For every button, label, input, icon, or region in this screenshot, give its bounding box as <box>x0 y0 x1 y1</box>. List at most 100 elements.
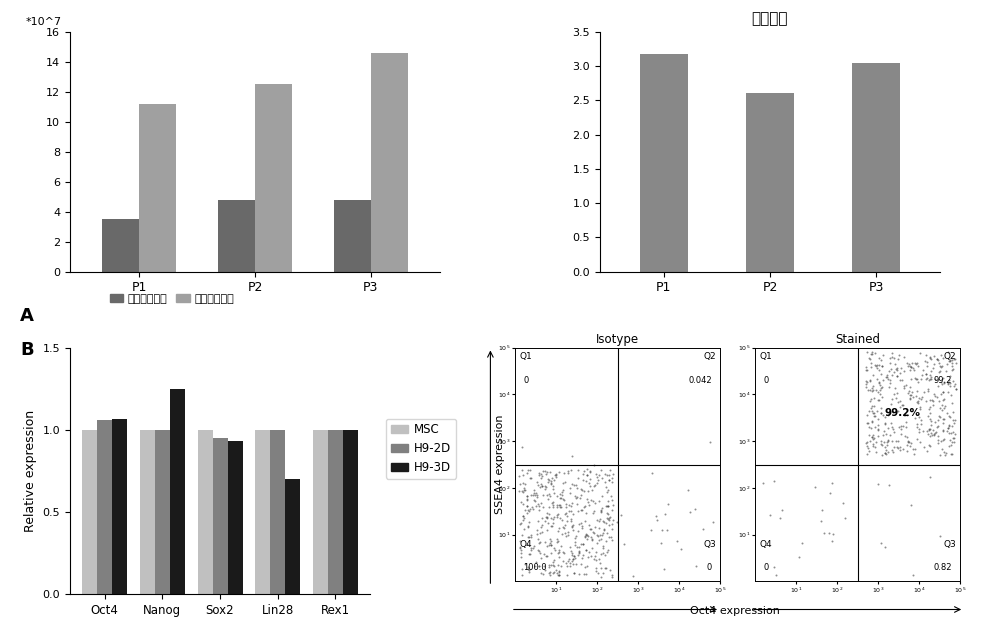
Point <box>553 540 569 550</box>
Point <box>534 480 550 490</box>
Point <box>522 473 538 483</box>
Point <box>885 447 901 457</box>
Point <box>821 528 837 538</box>
Point <box>922 441 938 451</box>
Point <box>864 349 880 360</box>
Point <box>546 555 562 565</box>
Point <box>556 468 572 478</box>
Point <box>925 399 941 410</box>
Point <box>862 375 878 385</box>
Point <box>539 490 555 500</box>
Point <box>577 562 593 572</box>
Point <box>945 376 961 386</box>
Text: Q3: Q3 <box>703 540 716 549</box>
Point <box>550 509 566 519</box>
Point <box>942 378 958 388</box>
Point <box>582 481 598 491</box>
Point <box>595 544 611 554</box>
Point <box>543 475 559 485</box>
Point <box>941 421 957 431</box>
Point <box>551 547 567 557</box>
Point <box>589 471 605 482</box>
Text: Q2: Q2 <box>943 352 956 362</box>
Point <box>886 367 902 377</box>
Point <box>511 486 527 496</box>
Point <box>520 506 536 516</box>
Point <box>935 425 951 435</box>
Point <box>576 486 592 496</box>
Point <box>548 472 564 482</box>
Point <box>899 358 915 368</box>
Point <box>516 483 532 493</box>
Point <box>869 374 885 384</box>
Point <box>929 354 945 364</box>
Point <box>541 489 557 499</box>
Point <box>942 381 958 391</box>
Point <box>531 468 547 478</box>
Point <box>872 389 888 399</box>
Point <box>569 483 585 494</box>
Point <box>946 437 962 447</box>
Point <box>541 562 557 572</box>
Point <box>877 442 893 453</box>
Point <box>916 387 932 398</box>
Point <box>935 353 951 363</box>
Point <box>918 374 934 384</box>
Point <box>571 569 587 579</box>
Point <box>599 547 615 557</box>
Bar <box>313 430 328 594</box>
Point <box>766 477 782 487</box>
Point <box>512 519 528 529</box>
Point <box>921 375 937 386</box>
Point <box>597 562 613 573</box>
Point <box>913 394 929 404</box>
Point <box>893 429 909 439</box>
Point <box>543 478 559 488</box>
Point <box>910 361 926 371</box>
Point <box>540 494 556 504</box>
Point <box>930 355 946 365</box>
Point <box>523 490 539 501</box>
Point <box>882 353 898 363</box>
Point <box>935 373 951 383</box>
Point <box>935 414 951 424</box>
Point <box>927 416 943 427</box>
Point <box>585 508 601 518</box>
Point <box>879 372 895 382</box>
Point <box>937 401 953 411</box>
Point <box>918 396 934 406</box>
Point <box>543 479 559 489</box>
Title: Stained: Stained <box>835 334 880 346</box>
Point <box>539 507 555 518</box>
Point <box>535 490 551 500</box>
Bar <box>140 430 155 594</box>
Point <box>864 432 880 442</box>
Point <box>926 359 942 369</box>
Point <box>560 468 576 478</box>
Point <box>533 523 549 533</box>
Point <box>657 509 673 519</box>
Point <box>864 432 880 442</box>
Point <box>876 426 892 436</box>
Point <box>868 447 884 457</box>
Point <box>880 374 896 384</box>
Point <box>702 437 718 447</box>
Point <box>934 444 950 454</box>
Point <box>866 392 882 403</box>
Point <box>912 402 928 412</box>
Point <box>890 443 906 453</box>
Point <box>884 394 900 404</box>
Point <box>521 567 537 577</box>
Point <box>874 450 890 460</box>
Point <box>882 375 898 385</box>
Point <box>912 437 928 447</box>
Text: 100.0: 100.0 <box>523 563 547 572</box>
Point <box>552 513 568 523</box>
Point <box>940 423 956 433</box>
Point <box>881 480 897 490</box>
Point <box>902 361 918 371</box>
Point <box>878 429 894 439</box>
Point <box>539 512 555 522</box>
Point <box>582 474 598 484</box>
Text: 0.82: 0.82 <box>933 563 952 572</box>
